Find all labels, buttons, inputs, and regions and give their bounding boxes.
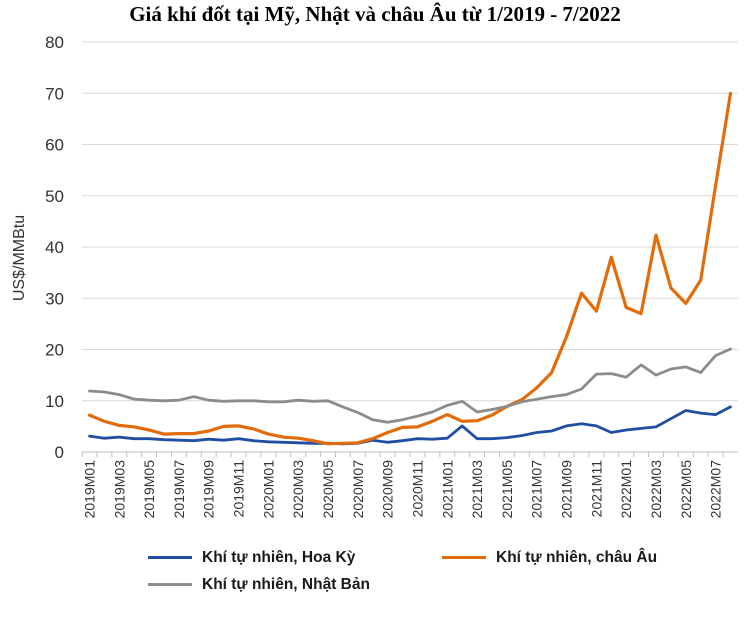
x-tick-label: 2022M01 xyxy=(618,460,634,519)
x-tick-label: 2019M05 xyxy=(141,460,157,519)
y-tick-label: 40 xyxy=(45,238,64,257)
legend-swatch-us xyxy=(148,556,192,560)
series-layer xyxy=(87,91,733,446)
axis-layer xyxy=(81,451,738,457)
legend-item-jp: Khí tự nhiên, Nhật Bản xyxy=(148,576,370,594)
x-tick-label: 2020M11 xyxy=(409,460,425,518)
x-tick-label: 2020M07 xyxy=(350,460,366,519)
x-tick-label: 2021M03 xyxy=(469,460,485,519)
y-tick-label: 20 xyxy=(45,341,64,360)
y-tick-label: 10 xyxy=(45,392,64,411)
legend-label-us: Khí tự nhiên, Hoa Kỳ xyxy=(202,549,356,566)
legend-swatch-jp xyxy=(148,583,192,587)
series-line-jp xyxy=(88,347,732,424)
grid-layer xyxy=(82,41,738,402)
y-tick-label: 60 xyxy=(45,136,64,155)
y-axis-title: US$/MMBtu xyxy=(11,215,28,301)
y-tick-label: 30 xyxy=(45,289,64,308)
x-tick-label: 2019M11 xyxy=(231,460,247,518)
y-tick-label: 80 xyxy=(45,33,64,52)
x-tick-label: 2020M05 xyxy=(320,460,336,519)
x-tick-label: 2019M01 xyxy=(81,460,97,519)
chart-title: Giá khí đốt tại Mỹ, Nhật và châu Âu từ 1… xyxy=(129,2,621,26)
x-tick-label: 2022M07 xyxy=(708,460,724,519)
legend-label-eu: Khí tự nhiên, châu Âu xyxy=(496,549,658,566)
y-tick-label: 50 xyxy=(45,187,64,206)
x-tick-label: 2020M01 xyxy=(260,460,276,519)
x-tick-label: 2020M03 xyxy=(290,460,306,519)
x-tick-label: 2019M07 xyxy=(171,460,187,519)
series-line-us xyxy=(88,405,732,446)
x-tick-label: 2021M11 xyxy=(588,460,604,518)
legend-label-jp: Khí tự nhiên, Nhật Bản xyxy=(202,576,370,593)
x-tick-label: 2022M03 xyxy=(648,460,664,519)
x-tick-label: 2021M05 xyxy=(499,460,515,519)
x-tick-label: 2021M09 xyxy=(559,460,575,519)
x-tick-label: 2019M09 xyxy=(201,460,217,519)
y-tick-label: 70 xyxy=(45,84,64,103)
legend-item-us: Khí tự nhiên, Hoa Kỳ xyxy=(148,549,355,567)
x-tick-label: 2022M05 xyxy=(678,460,694,519)
legend-item-eu: Khí tự nhiên, châu Âu xyxy=(442,549,657,567)
x-tick-label: 2019M03 xyxy=(111,460,127,519)
legend-swatch-eu xyxy=(442,556,486,560)
label-layer: 0 10 20 30 40 50 60 70 80 2019M01 2019M03 2019M05 20… xyxy=(45,33,724,518)
x-tick-label: 2021M01 xyxy=(439,460,455,519)
x-tick-label: 2021M07 xyxy=(529,460,545,519)
series-line-eu xyxy=(87,91,733,446)
y-tick-label: 0 xyxy=(55,443,64,462)
x-tick-label: 2020M09 xyxy=(380,460,396,519)
